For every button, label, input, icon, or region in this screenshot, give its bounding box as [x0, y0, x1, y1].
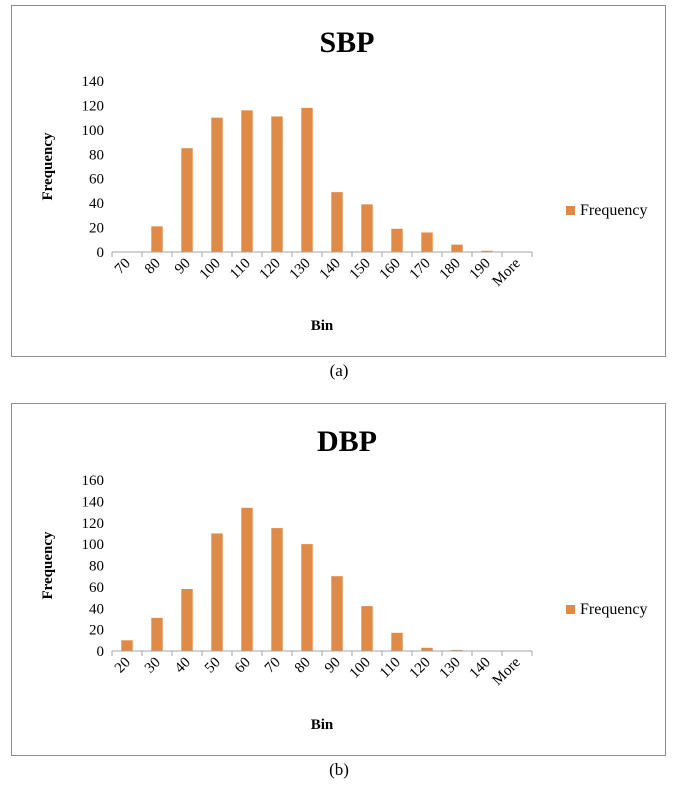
dbp-y-tick-label: 100	[82, 537, 105, 553]
dbp-x-tick-label: 90	[322, 655, 344, 677]
dbp-y-axis-label: Frequency	[40, 531, 56, 600]
sbp-x-tick-label: 170	[407, 256, 434, 283]
sbp-bar	[361, 204, 373, 252]
sbp-x-axis-label: Bin	[311, 318, 334, 334]
dbp-y-tick-label: 80	[89, 559, 104, 575]
sbp-x-tick-label: 70	[112, 256, 134, 278]
dbp-x-tick-label: 60	[232, 655, 254, 677]
sbp-chart-title: SBP	[319, 26, 374, 59]
dbp-y-tick-label: 20	[89, 623, 104, 639]
sbp-y-tick-label: 120	[82, 98, 105, 114]
dbp-bar	[151, 617, 163, 651]
dbp-x-tick-label: 30	[142, 655, 164, 677]
dbp-bar	[211, 533, 223, 651]
sbp-y-tick-label: 0	[97, 245, 105, 261]
sbp-bar	[211, 117, 223, 253]
sbp-x-tick-label: 80	[142, 256, 164, 278]
dbp-bar	[391, 632, 403, 651]
dbp-bar	[451, 649, 463, 651]
sbp-bar	[451, 244, 463, 252]
sbp-x-tick-label: 110	[227, 256, 254, 283]
sbp-y-tick-label: 40	[89, 196, 104, 212]
sbp-legend-label: Frequency	[580, 202, 648, 219]
sbp-bar	[181, 148, 193, 252]
dbp-x-tick-label: 130	[437, 655, 464, 682]
sbp-x-tick-label: 160	[377, 256, 404, 283]
dbp-y-tick-label: 160	[82, 473, 105, 489]
dbp-y-tick-label: 140	[82, 494, 105, 510]
sbp-bar	[391, 228, 403, 252]
sbp-y-tick-label: 80	[89, 147, 104, 163]
sbp-bar	[271, 116, 283, 253]
caption-a: (a)	[329, 361, 349, 380]
dbp-bar	[181, 589, 193, 651]
sbp-bar	[241, 110, 253, 252]
dbp-bar	[241, 507, 253, 651]
caption-b: (b)	[329, 760, 349, 779]
dbp-bar	[331, 576, 343, 651]
sbp-x-tick-label: 130	[287, 256, 314, 283]
sbp-y-tick-label: 140	[82, 74, 105, 90]
dbp-x-tick-label: 100	[347, 655, 374, 682]
sbp-x-tick-label: 150	[347, 256, 374, 283]
dbp-x-axis-label: Bin	[311, 717, 334, 733]
dbp-x-tick-label: 40	[172, 655, 194, 677]
dbp-chart-panel: DBP 0 20 40 60 80 100 120 140 160 Frequency 20 30 40 5…	[11, 403, 666, 756]
dbp-bar	[421, 647, 433, 651]
dbp-x-tick-label: 110	[377, 655, 404, 682]
sbp-y-tick-label: 100	[82, 123, 105, 139]
dbp-y-tick-label: 0	[97, 644, 105, 660]
dbp-chart-title: DBP	[317, 425, 377, 458]
sbp-x-tick-label: 120	[257, 256, 284, 283]
sbp-bar	[421, 232, 433, 252]
sbp-bar	[481, 250, 493, 252]
sbp-y-axis-label: Frequency	[40, 132, 56, 201]
dbp-x-tick-label: 120	[407, 655, 434, 682]
dbp-legend-label: Frequency	[580, 601, 648, 618]
sbp-y-tick-label: 20	[89, 221, 104, 237]
dbp-y-tick-label: 60	[89, 580, 104, 596]
dbp-y-tick-label: 120	[82, 516, 105, 532]
dbp-x-tick-label: 50	[202, 655, 224, 677]
dbp-chart: DBP 0 20 40 60 80 100 120 140 160 Frequency 20 30 40 5…	[40, 425, 648, 733]
dbp-bar	[121, 640, 133, 651]
sbp-bar	[151, 226, 163, 252]
sbp-chart-panel: SBP 0 20 40 60 80 100 120 140 Frequency 70 80 90 100 1…	[11, 5, 666, 357]
sbp-x-tick-label: More	[490, 255, 525, 290]
sbp-x-tick-label: 180	[437, 256, 464, 283]
sbp-x-tick-label: 140	[317, 256, 344, 283]
dbp-bar	[271, 528, 283, 651]
dbp-y-tick-label: 40	[89, 601, 104, 617]
dbp-x-tick-label: 20	[112, 655, 134, 677]
dbp-x-tick-label: More	[490, 654, 525, 689]
sbp-x-tick-label: 100	[197, 256, 224, 283]
dbp-x-tick-label: 70	[262, 655, 284, 677]
sbp-x-tick-label: 90	[172, 256, 194, 278]
dbp-bar	[301, 544, 313, 651]
sbp-bar	[301, 107, 313, 252]
dbp-x-tick-label: 80	[292, 655, 314, 677]
sbp-bar	[331, 192, 343, 252]
dbp-bar	[361, 606, 373, 651]
sbp-legend-swatch	[566, 206, 575, 215]
dbp-legend-swatch	[566, 605, 575, 614]
sbp-y-tick-label: 60	[89, 172, 104, 188]
